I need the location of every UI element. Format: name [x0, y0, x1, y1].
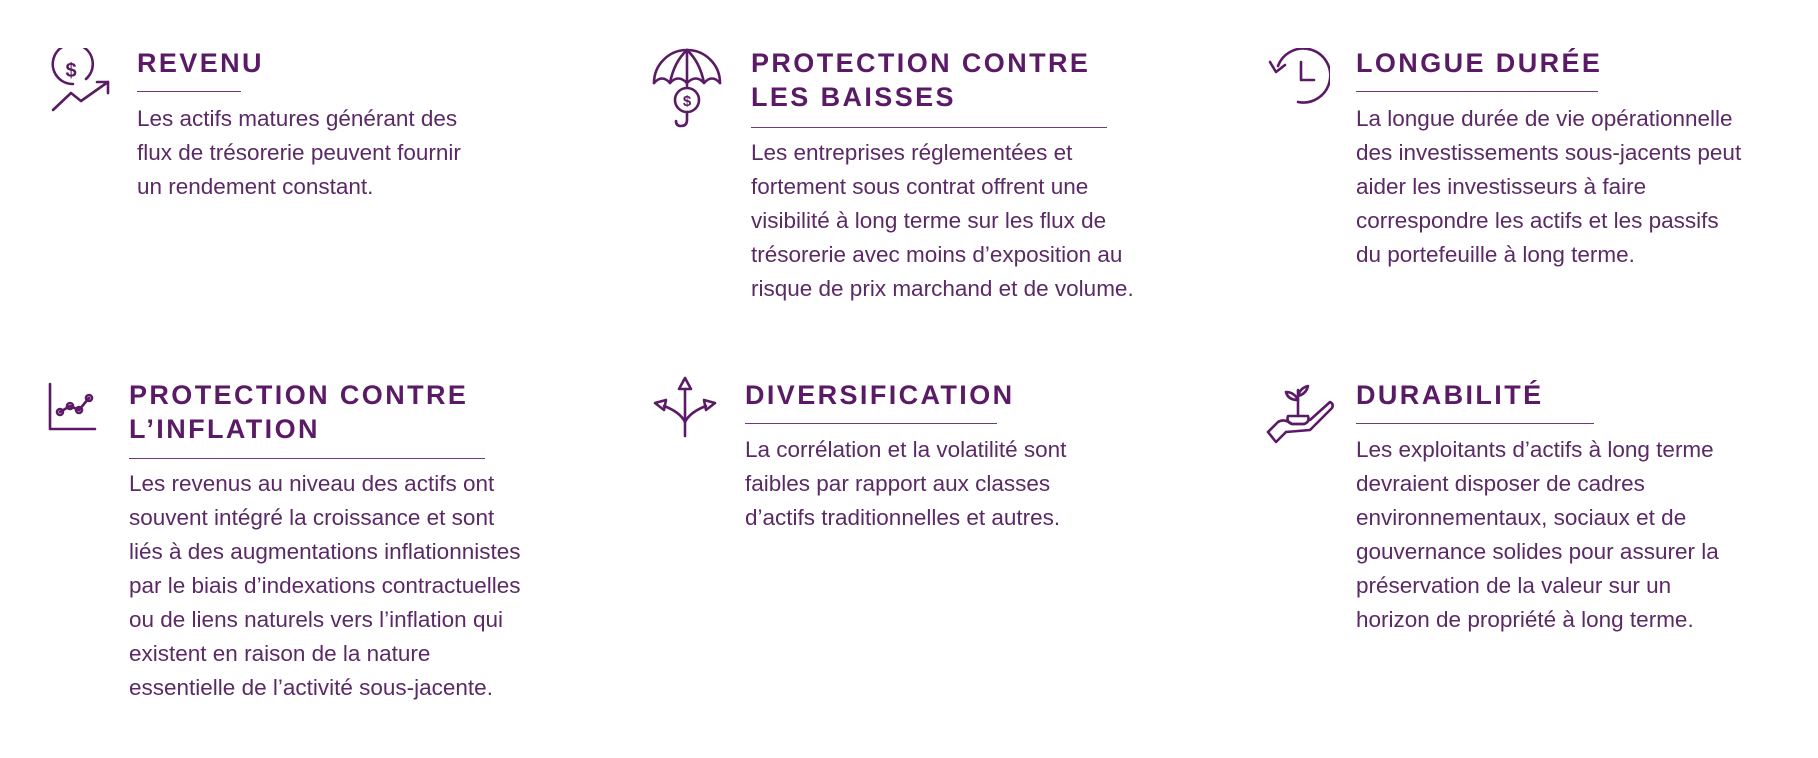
feature-text-line: gouvernance solides pour assurer la	[1356, 539, 1719, 564]
title-underline	[1356, 423, 1594, 424]
feature-text-line: environnementaux, sociaux et de	[1356, 505, 1687, 530]
feature-text-line: liés à des augmentations inflationnistes	[129, 539, 521, 564]
svg-text:$: $	[65, 60, 76, 82]
feature-text-line: Les exploitants d’actifs à long terme	[1356, 437, 1714, 462]
hand-plant-icon	[1266, 380, 1336, 446]
line-chart-icon	[48, 382, 98, 432]
feature-text-line: La longue durée de vie opérationnelle	[1356, 106, 1733, 131]
feature-text-line: Les revenus au niveau des actifs ont	[129, 471, 495, 496]
title-underline	[745, 423, 997, 424]
feature-text-line: d’actifs traditionnelles et autres.	[745, 505, 1061, 530]
feature-text-line: préservation de la valeur sur un	[1356, 573, 1672, 598]
feature-text-line: existent en raison de la nature	[129, 641, 431, 666]
clock-history-icon	[1266, 48, 1330, 108]
title-underline	[137, 91, 241, 92]
feature-text-line: risque de prix marchand et de volume.	[751, 276, 1134, 301]
feature-text-line: essentielle de l’activité sous-jacente.	[129, 675, 493, 700]
feature-title-line: L’INFLATION	[129, 414, 320, 444]
feature-text-line: souvent intégré la croissance et sont	[129, 505, 495, 530]
diverging-arrows-icon	[652, 376, 718, 438]
umbrella-dollar-icon: $	[652, 48, 722, 128]
title-underline	[751, 127, 1107, 128]
feature-title-line: DIVERSIFICATION	[745, 380, 1015, 410]
feature-title-line: LONGUE DURÉE	[1356, 48, 1603, 78]
feature-title-line: REVENU	[137, 48, 264, 78]
feature-text-line: correspondre les actifs et les passifs	[1356, 208, 1719, 233]
feature-text-line: des investissements sous-jacents peut	[1356, 140, 1742, 165]
svg-text:$: $	[683, 93, 692, 110]
feature-text-line: Les actifs matures générant des	[137, 106, 458, 131]
feature-text-line: visibilité à long terme sur les flux de	[751, 208, 1107, 233]
feature-title-line: LES BAISSES	[751, 82, 956, 112]
feature-title-line: PROTECTION CONTRE	[751, 48, 1091, 78]
feature-text-line: flux de trésorerie peuvent fournir	[137, 140, 461, 165]
feature-text-line: La corrélation et la volatilité sont	[745, 437, 1067, 462]
feature-text-line: faibles par rapport aux classes	[745, 471, 1051, 496]
feature-text-line: par le biais d’indexations contractuelle…	[129, 573, 521, 598]
feature-text-line: aider les investisseurs à faire	[1356, 174, 1647, 199]
feature-text-line: horizon de propriété à long terme.	[1356, 607, 1694, 632]
feature-text-line: trésorerie avec moins d’exposition au	[751, 242, 1123, 267]
feature-title-line: DURABILITÉ	[1356, 380, 1544, 410]
feature-text-line: fortement sous contrat offrent une	[751, 174, 1089, 199]
feature-text-line: un rendement constant.	[137, 174, 374, 199]
dollar-growth-icon: $	[46, 48, 114, 116]
title-underline	[1356, 91, 1598, 92]
feature-text-line: ou de liens naturels vers l’inflation qu…	[129, 607, 503, 632]
feature-title-line: PROTECTION CONTRE	[129, 380, 469, 410]
feature-text-line: du portefeuille à long terme.	[1356, 242, 1635, 267]
title-underline	[129, 458, 485, 459]
feature-text-line: devraient disposer de cadres	[1356, 471, 1645, 496]
feature-text-line: Les entreprises réglementées et	[751, 140, 1073, 165]
